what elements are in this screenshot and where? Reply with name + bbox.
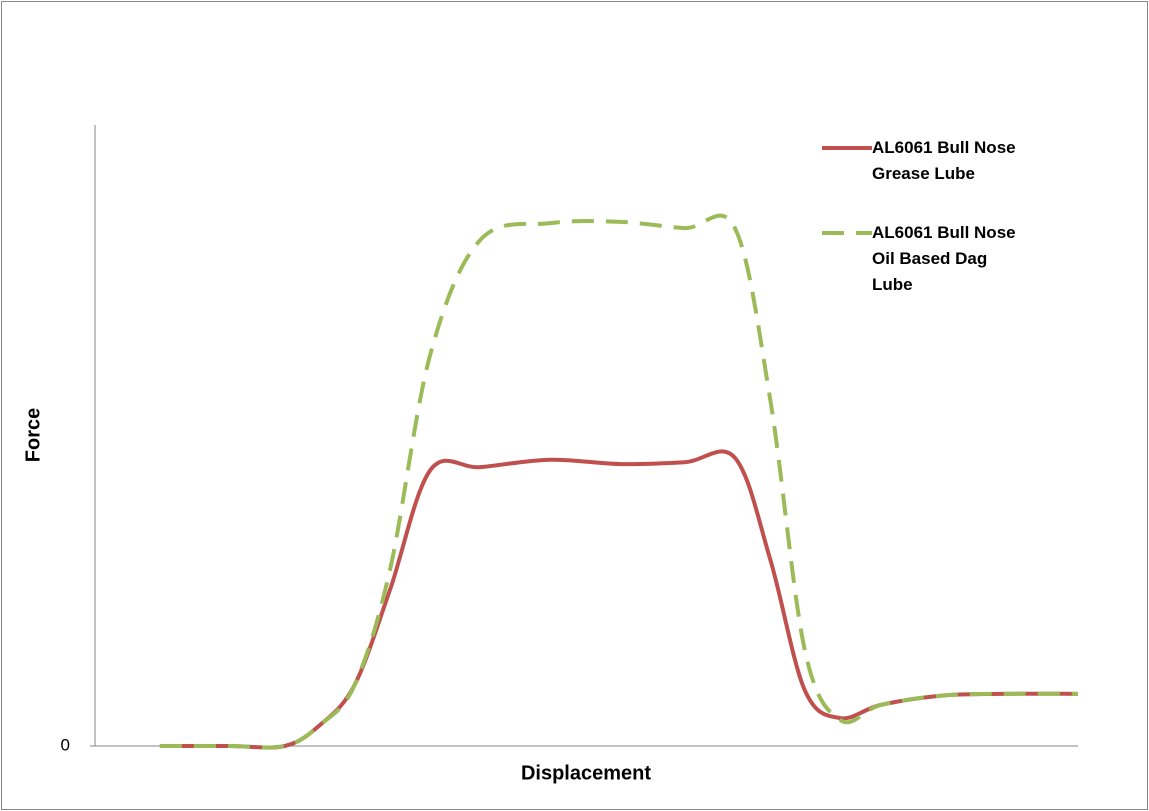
- legend-label: AL6061 Bull Nose Grease Lube: [872, 138, 1016, 183]
- data-line: [159, 449, 1079, 750]
- y-tick-label: 0: [61, 735, 70, 754]
- x-axis-title: Displacement: [521, 762, 651, 784]
- data-line: [159, 213, 1079, 750]
- legend-label: AL6061 Bull Nose Oil Based Dag Lube: [872, 223, 1016, 294]
- y-axis-title: Force: [22, 408, 44, 462]
